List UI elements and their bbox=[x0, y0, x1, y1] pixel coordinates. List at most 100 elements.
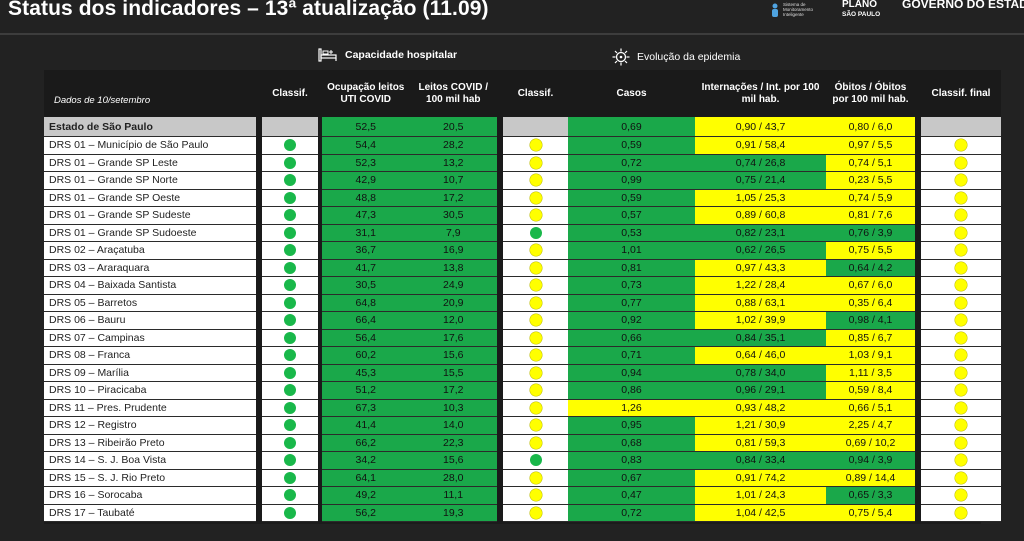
column-gap bbox=[915, 469, 921, 487]
obitos-value: 0,66 / 5,1 bbox=[826, 399, 915, 417]
obitos-value: 0,85 / 6,7 bbox=[826, 329, 915, 347]
column-gap bbox=[915, 207, 921, 225]
column-gap bbox=[497, 364, 503, 382]
section-evolucao-label: Evolução da epidemia bbox=[637, 51, 741, 63]
ocupacao-value: 49,2 bbox=[355, 489, 376, 502]
internacoes-value: 0,78 / 34,0 bbox=[695, 364, 826, 382]
classif-final bbox=[921, 277, 1001, 295]
column-gap bbox=[497, 259, 503, 277]
yellow-status-dot bbox=[955, 401, 967, 414]
region-name: DRS 08 – Franca bbox=[44, 347, 256, 365]
column-gap bbox=[318, 117, 322, 137]
region-name: DRS 15 – S. J. Rio Preto bbox=[44, 469, 256, 487]
section-evolucao: Evolução da epidemia bbox=[612, 48, 740, 66]
capacidade-values: 56,2 19,3 bbox=[322, 504, 497, 522]
column-gap bbox=[256, 487, 262, 505]
capacidade-values: 52,3 13,2 bbox=[322, 154, 497, 172]
yellow-status-dot bbox=[955, 489, 967, 502]
yellow-status-dot bbox=[955, 349, 967, 362]
column-gap bbox=[915, 452, 921, 470]
green-status-dot bbox=[284, 436, 296, 449]
column-gap bbox=[318, 347, 322, 365]
region-name: DRS 02 – Araçatuba bbox=[44, 242, 256, 260]
leitos-value: 10,7 bbox=[443, 174, 464, 187]
ocupacao-value: 66,2 bbox=[355, 436, 376, 449]
yellow-status-dot bbox=[529, 331, 542, 344]
ocupacao-value: 34,2 bbox=[355, 454, 376, 467]
classif-epidemia bbox=[503, 329, 568, 347]
classif-capacidade bbox=[262, 207, 318, 225]
col-header-obitos: Óbitos / Óbitos por 100 mil hab. bbox=[826, 70, 915, 117]
yellow-status-dot bbox=[955, 226, 967, 239]
column-gap bbox=[915, 154, 921, 172]
ocupacao-value: 47,3 bbox=[355, 209, 376, 222]
casos-value: 0,67 bbox=[568, 469, 695, 487]
classif-epidemia bbox=[503, 259, 568, 277]
region-name: DRS 01 – Grande SP Sudeste bbox=[44, 207, 256, 225]
column-gap bbox=[256, 434, 262, 452]
capacidade-values: 47,3 30,5 bbox=[322, 207, 497, 225]
col-header-classif2: Classif. bbox=[503, 70, 568, 117]
obitos-value: 0,59 / 8,4 bbox=[826, 382, 915, 400]
classif-final bbox=[921, 417, 1001, 435]
region-name: DRS 05 – Barretos bbox=[44, 294, 256, 312]
casos-value: 1,01 bbox=[568, 242, 695, 260]
region-name: DRS 01 – Grande SP Leste bbox=[44, 154, 256, 172]
yellow-status-dot bbox=[529, 471, 542, 484]
casos-value: 0,59 bbox=[568, 137, 695, 155]
obitos-value: 0,89 / 14,4 bbox=[826, 469, 915, 487]
state-internacoes: 0,90 / 43,7 bbox=[695, 117, 826, 137]
yellow-status-dot bbox=[529, 401, 542, 414]
classif-final bbox=[921, 294, 1001, 312]
casos-value: 0,77 bbox=[568, 294, 695, 312]
classif-capacidade bbox=[262, 487, 318, 505]
column-gap bbox=[497, 207, 503, 225]
ocupacao-value: 67,3 bbox=[355, 401, 376, 414]
leitos-value: 15,5 bbox=[443, 366, 464, 379]
classif-final bbox=[921, 242, 1001, 260]
green-status-dot bbox=[284, 261, 296, 274]
capacidade-values: 60,2 15,6 bbox=[322, 347, 497, 365]
ocupacao-value: 51,2 bbox=[355, 384, 376, 397]
obitos-value: 0,67 / 6,0 bbox=[826, 277, 915, 295]
leitos-value: 12,0 bbox=[443, 314, 464, 327]
obitos-value: 0,75 / 5,5 bbox=[826, 242, 915, 260]
classif-capacidade bbox=[262, 242, 318, 260]
state-classif-final bbox=[921, 117, 1001, 137]
classif-epidemia bbox=[503, 154, 568, 172]
yellow-status-dot bbox=[529, 209, 542, 222]
column-gap bbox=[318, 242, 322, 260]
obitos-value: 2,25 / 4,7 bbox=[826, 417, 915, 435]
obitos-value: 0,64 / 4,2 bbox=[826, 259, 915, 277]
green-status-dot bbox=[284, 331, 296, 344]
column-gap bbox=[497, 224, 503, 242]
yellow-status-dot bbox=[955, 174, 967, 187]
state-ocupacao: 52,5 bbox=[355, 120, 376, 133]
column-gap bbox=[915, 137, 921, 155]
region-name: DRS 07 – Campinas bbox=[44, 329, 256, 347]
internacoes-value: 0,82 / 23,1 bbox=[695, 224, 826, 242]
column-gap bbox=[915, 364, 921, 382]
ocupacao-value: 56,4 bbox=[355, 331, 376, 344]
obitos-value: 0,65 / 3,3 bbox=[826, 487, 915, 505]
capacidade-values: 42,9 10,7 bbox=[322, 172, 497, 190]
classif-epidemia bbox=[503, 207, 568, 225]
capacidade-values: 56,4 17,6 bbox=[322, 329, 497, 347]
logo-plano: PLANO SÃO PAULO bbox=[842, 0, 880, 20]
internacoes-value: 1,21 / 30,9 bbox=[695, 417, 826, 435]
green-status-dot bbox=[284, 401, 296, 414]
casos-value: 0,83 bbox=[568, 452, 695, 470]
classif-epidemia bbox=[503, 434, 568, 452]
yellow-status-dot bbox=[955, 366, 967, 379]
region-name: DRS 04 – Baixada Santista bbox=[44, 277, 256, 295]
leitos-value: 10,3 bbox=[443, 401, 464, 414]
classif-capacidade bbox=[262, 347, 318, 365]
internacoes-value: 0,96 / 29,1 bbox=[695, 382, 826, 400]
column-gap bbox=[318, 277, 322, 295]
region-name: DRS 12 – Registro bbox=[44, 417, 256, 435]
state-row-name: Estado de São Paulo bbox=[44, 117, 256, 137]
casos-value: 0,72 bbox=[568, 154, 695, 172]
column-gap bbox=[256, 452, 262, 470]
column-gap bbox=[915, 70, 921, 117]
green-status-dot bbox=[284, 226, 296, 239]
